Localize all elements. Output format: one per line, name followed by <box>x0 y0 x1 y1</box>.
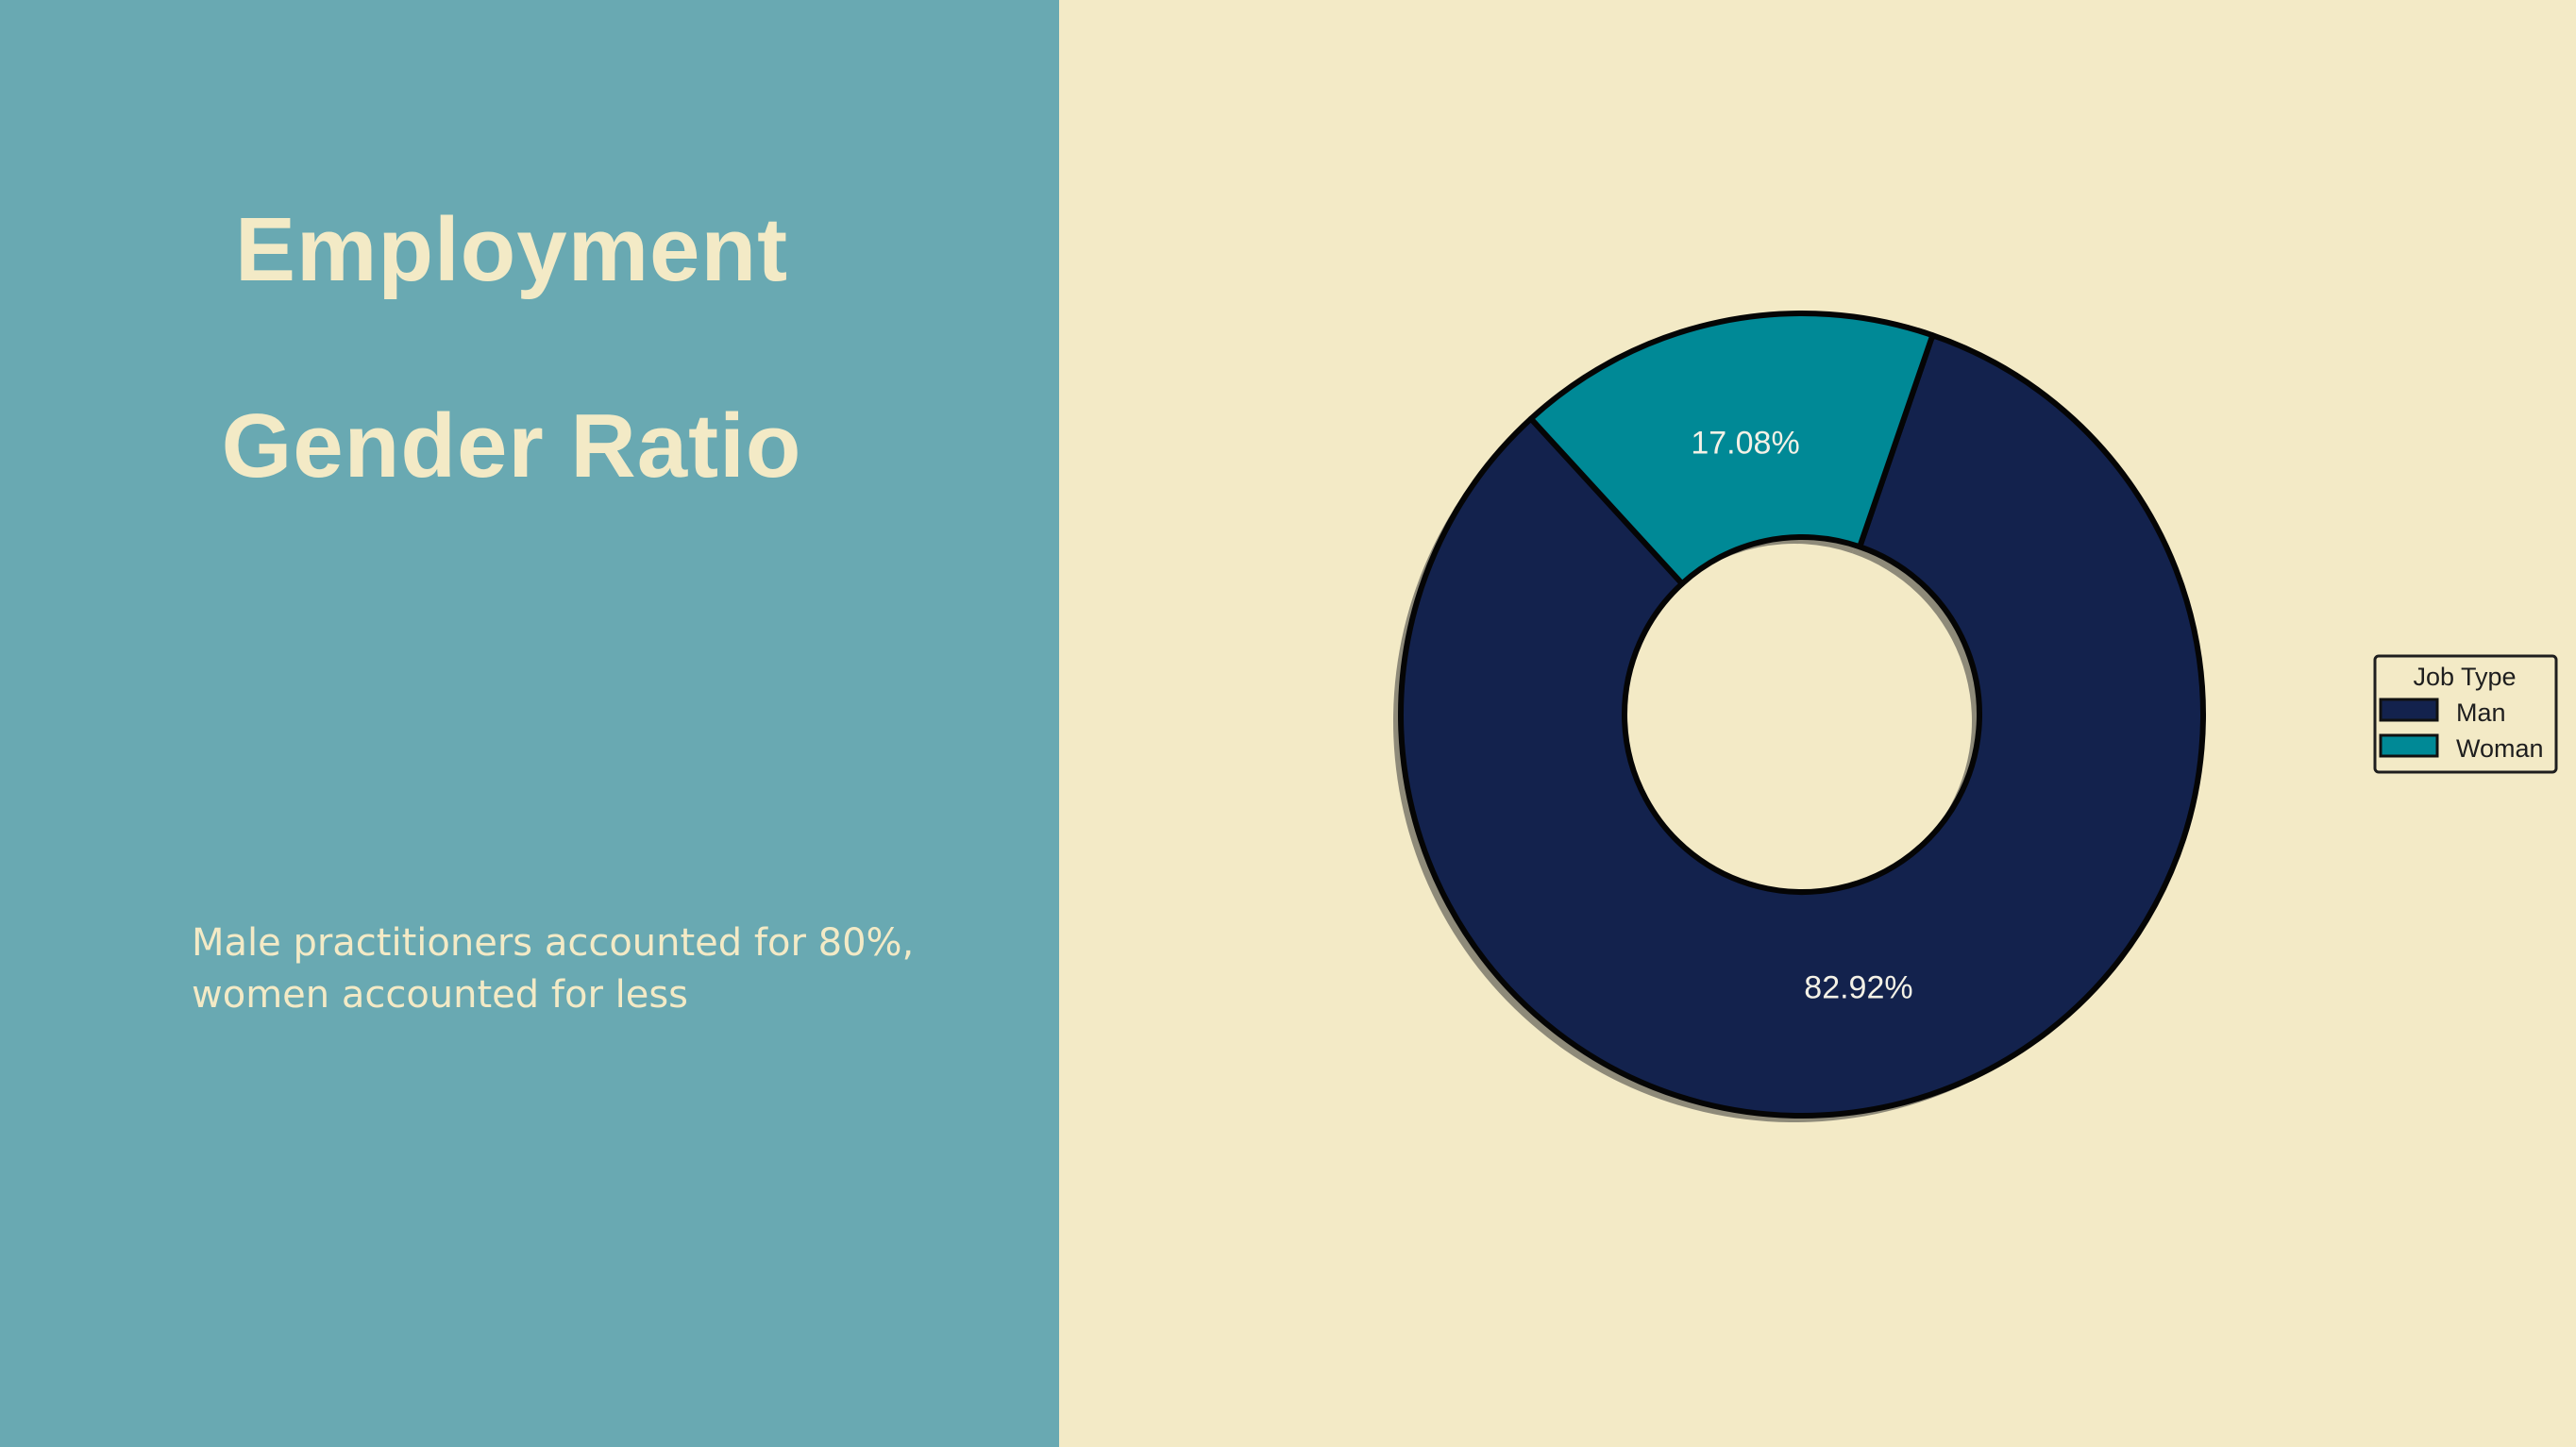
legend-title: Job Type <box>2413 663 2516 691</box>
chart-labels: 82.92% 17.08% <box>1691 426 1912 1006</box>
description-line-1: Male practitioners accounted for 80%, <box>192 921 915 965</box>
title-line-2: Gender Ratio <box>221 395 802 496</box>
chart-slices <box>1398 311 2206 1119</box>
slice-woman <box>1527 311 1936 587</box>
legend-label-man: Man <box>2456 698 2506 727</box>
description-text: Male practitioners accounted for 80%, wo… <box>192 917 1003 1021</box>
legend-label-woman: Woman <box>2456 734 2544 763</box>
donut-chart: 82.92% 17.08% Job Type Man Woman <box>1393 311 2558 1122</box>
pct-label-man: 82.92% <box>1804 969 1912 1005</box>
title-line-1: Employment <box>234 199 789 300</box>
slice-man <box>1398 332 2206 1119</box>
chart-legend: Job Type Man Woman <box>2373 654 2558 774</box>
left-panel: Employment Gender Ratio Male practitione… <box>0 0 1059 1447</box>
description-line-2: women accounted for less <box>192 973 689 1017</box>
pct-label-woman: 17.08% <box>1691 426 1799 462</box>
legend-swatch-woman <box>2379 733 2439 758</box>
legend-swatch-man <box>2379 698 2439 722</box>
